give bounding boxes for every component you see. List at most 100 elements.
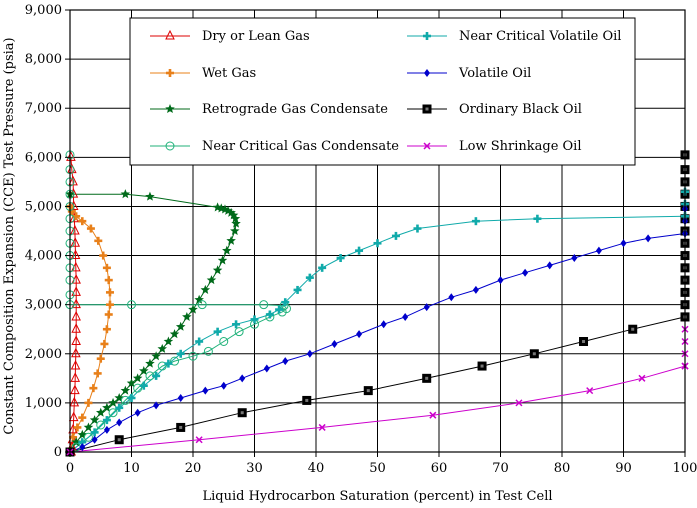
data-point-retrograde-gas-condensate xyxy=(182,311,192,321)
data-point-retrograde-gas-condensate xyxy=(102,402,112,412)
data-point-volatile-oil xyxy=(263,364,270,373)
data-point-wet-gas xyxy=(104,276,113,285)
x-tick-label: 40 xyxy=(308,461,325,476)
data-point-retrograde-gas-condensate xyxy=(212,202,223,212)
y-tick-label: 4,000 xyxy=(25,249,62,264)
x-tick-label: 50 xyxy=(369,461,386,476)
data-point-dry-or-lean-gas xyxy=(71,335,81,345)
data-point-retrograde-gas-condensate xyxy=(217,255,228,265)
series-line-ordinary-black-oil xyxy=(69,316,686,453)
data-point-dry-or-lean-gas xyxy=(66,151,76,161)
series-line-retrograde-gas-condensate xyxy=(69,193,237,453)
data-point-wet-gas xyxy=(105,300,114,309)
legend-marker-low-shrinkage-oil xyxy=(423,142,431,150)
data-point-volatile-oil xyxy=(380,320,387,329)
data-point-retrograde-gas-condensate xyxy=(132,373,143,383)
data-point-wet-gas xyxy=(96,354,105,363)
data-point-low-shrinkage-oil xyxy=(586,387,594,395)
y-tick-label: 5,000 xyxy=(25,199,62,214)
data-point-near-critical-gas-condensate xyxy=(120,395,130,405)
data-point-retrograde-gas-condensate xyxy=(175,321,186,331)
data-point-retrograde-gas-condensate xyxy=(95,407,106,417)
legend-label: Retrograde Gas Condensate xyxy=(202,102,388,117)
data-point-retrograde-gas-condensate xyxy=(212,265,223,275)
data-point-retrograde-gas-condensate xyxy=(83,422,94,432)
data-point-retrograde-gas-condensate xyxy=(71,437,81,447)
data-point-near-critical-gas-condensate xyxy=(219,337,229,346)
data-point-near-critical-gas-condensate xyxy=(108,408,118,418)
data-point-dry-or-lean-gas xyxy=(70,359,81,370)
y-tick-label: 3,000 xyxy=(25,298,62,313)
data-point-near-critical-volatile-oil xyxy=(115,403,124,412)
data-point-ordinary-black-oil xyxy=(302,395,312,405)
data-point-near-critical-gas-condensate xyxy=(133,383,143,393)
data-point-ordinary-black-oil xyxy=(529,349,539,359)
data-point-retrograde-gas-condensate xyxy=(228,210,239,220)
legend-marker-wet-gas xyxy=(166,69,174,77)
data-point-dry-or-lean-gas xyxy=(68,411,79,422)
legend-label: Ordinary Black Oil xyxy=(459,102,582,117)
x-tick-label: 10 xyxy=(123,461,140,476)
legend-item-wet-gas: Wet Gas xyxy=(150,66,256,81)
series-line-low-shrinkage-oil xyxy=(69,365,686,453)
data-point-wet-gas xyxy=(73,423,82,432)
data-point-near-critical-gas-condensate xyxy=(157,361,167,371)
data-point-volatile-oil xyxy=(522,268,529,277)
legend-item-volatile-oil: Volatile Oil xyxy=(407,66,531,81)
data-point-ordinary-black-oil xyxy=(579,337,589,346)
legend-marker-ordinary-black-oil xyxy=(422,104,432,114)
data-point-wet-gas xyxy=(69,433,78,442)
data-point-retrograde-gas-condensate xyxy=(216,203,227,213)
data-point-near-critical-volatile-oil xyxy=(232,320,241,329)
data-point-retrograde-gas-condensate xyxy=(200,284,211,294)
legend-marker-dry-or-lean-gas xyxy=(165,29,175,40)
series-line-near-critical-volatile-oil xyxy=(69,215,686,453)
data-point-wet-gas xyxy=(105,288,114,297)
data-point-near-critical-gas-condensate xyxy=(83,432,93,442)
data-point-retrograde-gas-condensate xyxy=(169,329,180,339)
data-point-wet-gas xyxy=(89,384,98,393)
legend-label: Dry or Lean Gas xyxy=(202,29,310,44)
data-point-retrograde-gas-condensate xyxy=(114,392,124,403)
data-point-near-critical-gas-condensate xyxy=(96,420,106,430)
data-point-wet-gas xyxy=(72,212,81,221)
data-point-near-critical-volatile-oil xyxy=(164,359,173,368)
data-point-low-shrinkage-oil xyxy=(318,423,326,431)
data-point-retrograde-gas-condensate xyxy=(226,235,236,245)
data-point-retrograde-gas-condensate xyxy=(223,205,233,215)
data-point-retrograde-gas-condensate xyxy=(194,294,204,304)
data-point-near-critical-gas-condensate xyxy=(188,351,198,361)
data-point-retrograde-gas-condensate xyxy=(145,358,155,368)
data-point-ordinary-black-oil xyxy=(477,361,487,371)
data-point-near-critical-gas-condensate xyxy=(197,300,207,310)
data-point-volatile-oil xyxy=(153,401,160,410)
data-point-wet-gas xyxy=(99,251,108,260)
legend-label: Volatile Oil xyxy=(458,66,531,81)
data-point-near-critical-volatile-oil xyxy=(336,254,345,263)
data-point-volatile-oil xyxy=(282,357,289,366)
data-point-ordinary-black-oil xyxy=(422,373,432,383)
data-point-ordinary-black-oil xyxy=(363,386,373,396)
legend-item-low-shrinkage-oil: Low Shrinkage Oil xyxy=(407,139,582,154)
data-point-retrograde-gas-condensate xyxy=(157,343,168,353)
data-point-retrograde-gas-condensate xyxy=(145,191,155,201)
data-point-volatile-oil xyxy=(331,339,338,348)
data-point-wet-gas xyxy=(78,413,87,422)
legend-box xyxy=(129,17,636,166)
legend-label: Low Shrinkage Oil xyxy=(459,139,582,154)
data-point-retrograde-gas-condensate xyxy=(188,304,198,314)
data-point-retrograde-gas-condensate xyxy=(230,226,240,236)
data-point-dry-or-lean-gas xyxy=(70,237,81,247)
data-point-volatile-oil xyxy=(356,330,363,339)
data-point-ordinary-black-oil xyxy=(628,324,638,334)
data-point-volatile-oil xyxy=(645,234,652,243)
data-point-retrograde-gas-condensate xyxy=(231,218,241,228)
data-point-near-critical-volatile-oil xyxy=(139,381,148,390)
x-tick-label: 20 xyxy=(185,461,202,476)
data-point-retrograde-gas-condensate xyxy=(220,204,230,214)
data-point-volatile-oil xyxy=(620,239,627,248)
data-point-volatile-oil xyxy=(423,303,430,312)
data-point-low-shrinkage-oil xyxy=(638,374,646,382)
data-point-volatile-oil xyxy=(239,374,246,383)
